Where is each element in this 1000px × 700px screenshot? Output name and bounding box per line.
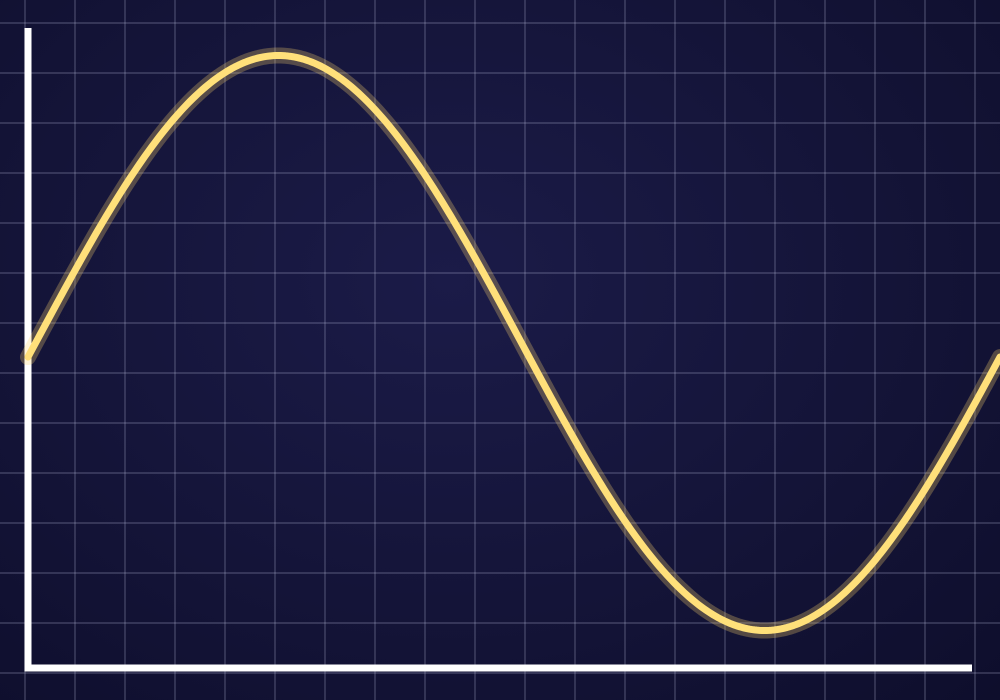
series-0-glow: [20, 47, 1000, 639]
series-layer: [20, 47, 1000, 639]
series-0-line: [24, 52, 1000, 634]
